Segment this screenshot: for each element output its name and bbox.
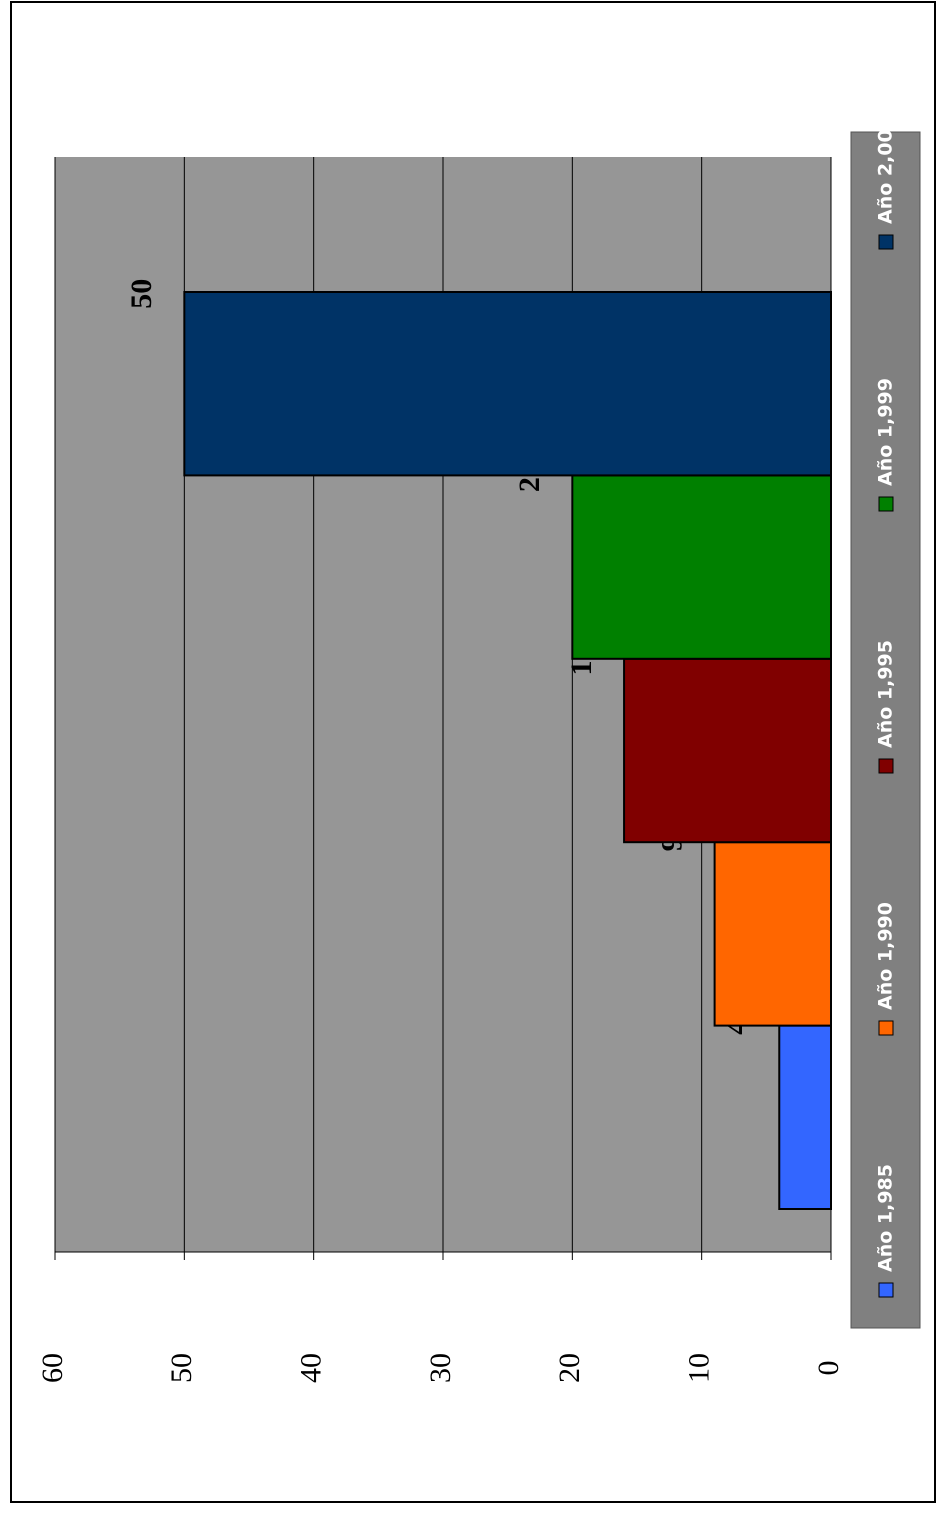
legend-swatch xyxy=(878,758,894,774)
legend-label: Año 2,003 xyxy=(875,116,897,224)
bar xyxy=(778,1024,832,1210)
bar xyxy=(713,841,832,1027)
y-tick-label: 60 xyxy=(36,1353,69,1383)
legend-label: Año 1,985 xyxy=(875,1164,897,1272)
data-label: 50 xyxy=(125,279,158,309)
bar xyxy=(571,474,832,660)
bar xyxy=(623,657,832,844)
legend-label: Año 1,999 xyxy=(875,378,897,486)
legend-swatch xyxy=(878,234,894,250)
y-tick-label: 20 xyxy=(553,1353,586,1383)
y-tick-label: 10 xyxy=(683,1353,716,1383)
y-tick-label: 0 xyxy=(812,1361,845,1376)
legend-swatch xyxy=(878,1020,894,1036)
y-tick-label: 40 xyxy=(295,1353,328,1383)
bar xyxy=(183,291,833,477)
y-tick-label: 50 xyxy=(165,1353,198,1383)
y-tick-label: 30 xyxy=(424,1353,457,1383)
legend-label: Año 1,995 xyxy=(875,640,897,748)
legend-label: Año 1,990 xyxy=(875,902,897,1010)
legend-box xyxy=(850,131,921,1329)
legend-swatch xyxy=(878,1282,894,1298)
legend-swatch xyxy=(878,496,894,512)
